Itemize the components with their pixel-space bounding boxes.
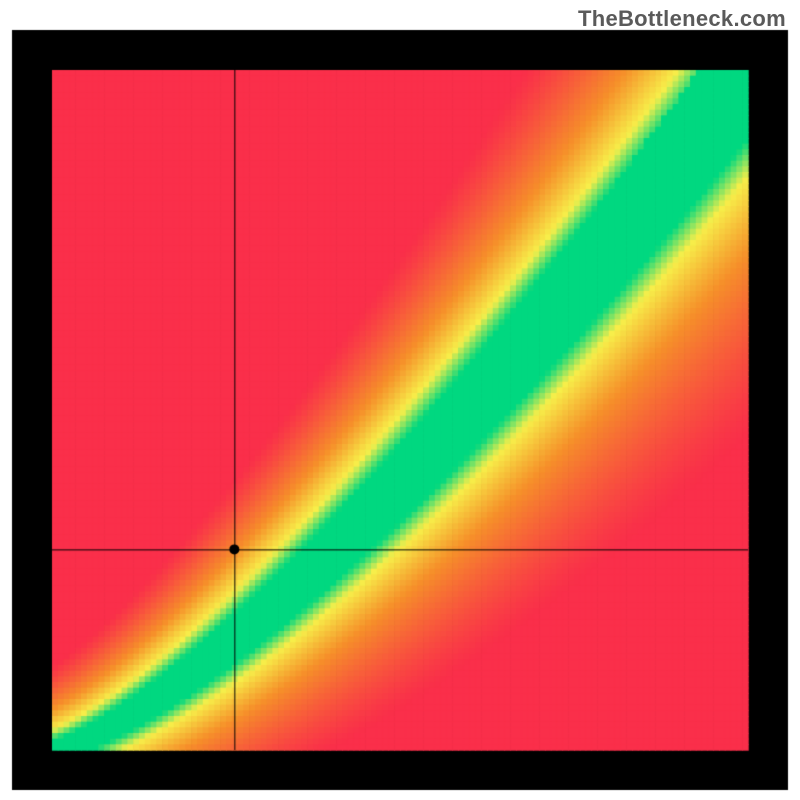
watermark-text: TheBottleneck.com (578, 6, 786, 32)
bottleneck-heatmap (0, 0, 800, 800)
chart-container: TheBottleneck.com (0, 0, 800, 800)
